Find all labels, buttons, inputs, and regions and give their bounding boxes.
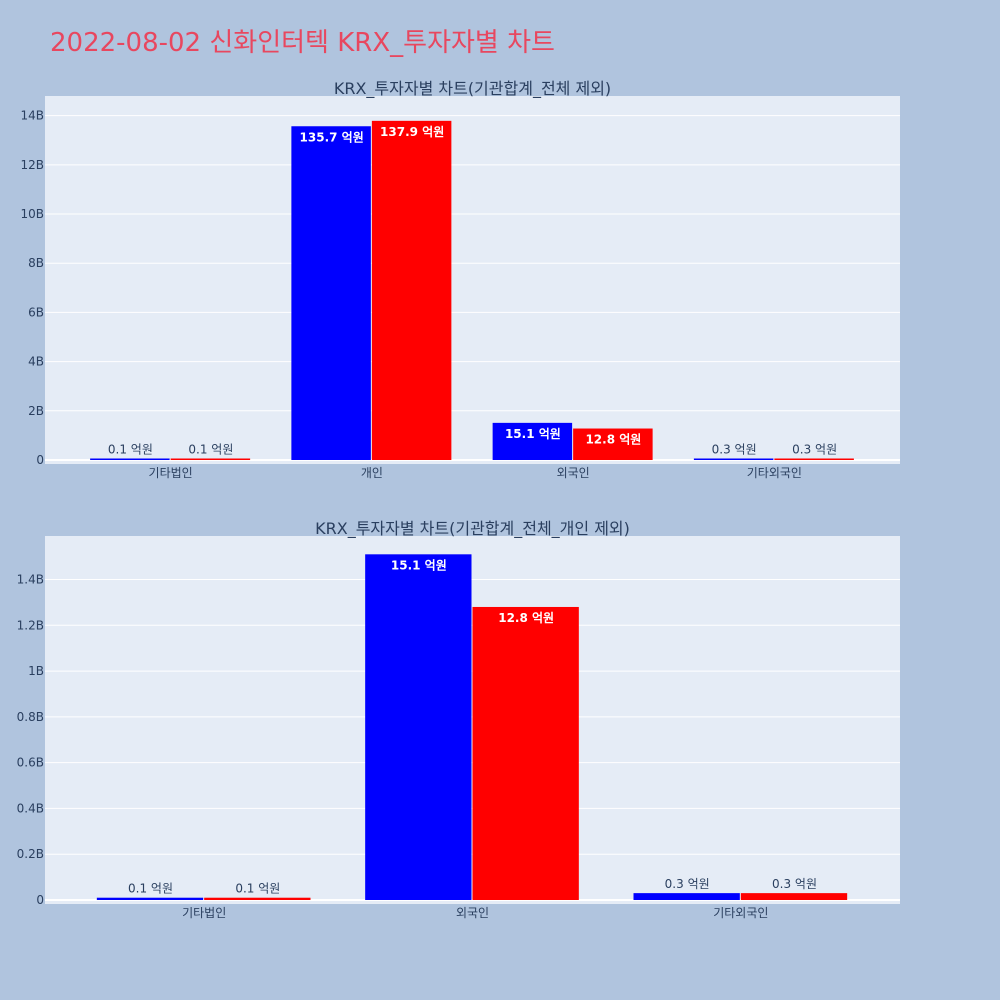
bar <box>365 554 472 900</box>
data-label: 0.1 억원 <box>188 443 233 457</box>
data-label: 12.8 억원 <box>498 611 554 625</box>
bar <box>774 458 854 460</box>
page-title: 2022-08-02 신화인터텍 KRX_투자자별 차트 <box>50 28 555 58</box>
y-tick-label: 0.2B <box>17 847 44 861</box>
y-tick-label: 8B <box>28 256 44 270</box>
data-label: 0.3 억원 <box>665 877 710 891</box>
data-label: 0.3 억원 <box>772 877 817 891</box>
y-tick-label: 0.4B <box>17 801 44 815</box>
data-label: 137.9 억원 <box>380 125 444 139</box>
y-tick-label: 1B <box>28 664 44 678</box>
x-tick-label: 기타외국인 <box>747 466 802 480</box>
y-tick-label: 0 <box>36 453 44 467</box>
plot-area <box>45 96 900 464</box>
chart-top: 0 2B 4B 6B 8B 10B 12B 14B KRX_투자자별 차트(기관합계_전체 제외… <box>20 79 900 480</box>
chart-title: KRX_투자자별 차트(기관합계_전체_개인 제외) <box>315 519 630 539</box>
chart-bottom: 0 0.2B 0.4B 0.6B 0.8B 1B 1.2B 1.4B KRX_투자자별 차트(기… <box>17 519 900 920</box>
chart-title: KRX_투자자별 차트(기관합계_전체 제외) <box>334 79 611 99</box>
bar <box>170 458 251 460</box>
y-tick-label: 0 <box>36 893 44 907</box>
data-label: 15.1 억원 <box>505 427 561 441</box>
y-tick-label: 1.4B <box>17 572 44 586</box>
bar <box>472 606 579 900</box>
y-tick-label: 0.6B <box>17 756 44 770</box>
bar <box>633 893 740 900</box>
data-label: 0.1 억원 <box>235 882 280 896</box>
y-tick-label: 1.2B <box>17 618 44 632</box>
x-tick-label: 기타법인 <box>149 466 193 480</box>
x-tick-label: 외국인 <box>557 466 590 480</box>
y-tick-label: 12B <box>20 158 44 172</box>
bar <box>492 422 573 460</box>
y-tick-label: 0.8B <box>17 710 44 724</box>
x-tick-label: 기타외국인 <box>713 906 768 920</box>
x-tick-label: 기타법인 <box>182 906 226 920</box>
bar <box>291 126 371 461</box>
bar <box>573 428 653 460</box>
bar <box>693 458 774 460</box>
bar <box>96 897 204 900</box>
data-label: 0.3 억원 <box>712 443 757 457</box>
data-label: 12.8 억원 <box>585 433 641 447</box>
y-tick-label: 6B <box>28 305 44 319</box>
bar <box>371 120 452 460</box>
data-label: 135.7 억원 <box>300 130 364 144</box>
y-tick-label: 2B <box>28 404 44 418</box>
y-tick-label: 10B <box>20 207 44 221</box>
y-tick-label: 14B <box>20 109 44 123</box>
x-tick-label: 외국인 <box>456 906 489 920</box>
data-label: 0.3 억원 <box>792 443 837 457</box>
bar <box>204 897 311 900</box>
data-label: 15.1 억원 <box>391 558 447 572</box>
bar <box>90 458 170 460</box>
data-label: 0.1 억원 <box>108 443 153 457</box>
x-tick-label: 개인 <box>361 466 383 480</box>
bar <box>740 893 848 900</box>
data-label: 0.1 억원 <box>128 882 173 896</box>
y-tick-label: 4B <box>28 355 44 369</box>
